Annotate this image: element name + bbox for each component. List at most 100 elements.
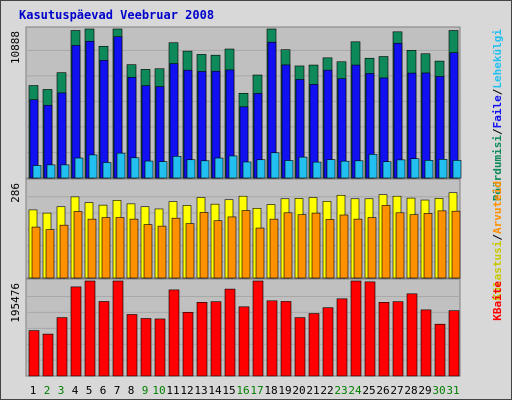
chart-title: Kasutuspäevad Veebruar 2008 (19, 8, 215, 22)
bar-arvuteid-6 (101, 217, 111, 279)
bar-lehekülgi-15 (228, 155, 238, 179)
day-label-12: 12 (180, 384, 193, 397)
bar-arvuteid-1 (31, 226, 41, 279)
day-label-25: 25 (362, 384, 375, 397)
day-label-7: 7 (114, 384, 121, 397)
bar-arvuteid-12 (185, 223, 195, 279)
legend-bottom: KBaite (491, 281, 504, 321)
bar-arvuteid-16 (241, 210, 251, 279)
bar-arvuteid-31 (451, 210, 461, 279)
day-label-8: 8 (128, 384, 135, 397)
day-label-28: 28 (404, 384, 417, 397)
bar-arvuteid-15 (227, 216, 237, 279)
bar-lehekülgi-8 (130, 157, 140, 179)
bar-arvuteid-30 (437, 210, 447, 279)
bar-kbaite-3 (56, 317, 68, 377)
bar-kbaite-30 (434, 323, 446, 377)
bar-arvuteid-26 (381, 205, 391, 279)
bar-arvuteid-25 (367, 217, 377, 279)
day-label-4: 4 (72, 384, 79, 397)
bar-kbaite-2 (42, 333, 54, 377)
legend-entry: Pöördumisi (491, 135, 504, 202)
bar-lehekülgi-16 (242, 161, 252, 179)
bar-faile-6 (99, 60, 109, 179)
bar-lehekülgi-26 (382, 161, 392, 179)
bar-kbaite-7 (112, 280, 124, 377)
bar-kbaite-16 (238, 306, 250, 377)
bar-arvuteid-8 (129, 218, 139, 279)
bar-arvuteid-2 (45, 229, 55, 279)
bar-lehekülgi-2 (46, 164, 56, 179)
bar-arvuteid-7 (115, 217, 125, 279)
day-label-6: 6 (100, 384, 107, 397)
bar-lehekülgi-31 (452, 160, 462, 179)
bar-faile-31 (449, 52, 459, 179)
bar-lehekülgi-12 (186, 159, 196, 179)
axis-max-label-1: 10888 (9, 31, 22, 64)
bar-arvuteid-10 (157, 225, 167, 279)
bar-arvuteid-27 (395, 212, 405, 279)
day-label-16: 16 (236, 384, 249, 397)
day-label-10: 10 (152, 384, 165, 397)
legend-entry: / (491, 234, 504, 241)
bar-lehekülgi-10 (158, 161, 168, 179)
bar-kbaite-24 (350, 280, 362, 377)
day-label-29: 29 (418, 384, 431, 397)
bar-lehekülgi-27 (396, 159, 406, 179)
day-label-19: 19 (278, 384, 291, 397)
bar-kbaite-27 (392, 301, 404, 377)
day-label-23: 23 (334, 384, 347, 397)
bar-arvuteid-14 (213, 220, 223, 279)
bar-kbaite-26 (378, 302, 390, 377)
bar-arvuteid-22 (325, 219, 335, 279)
day-label-20: 20 (292, 384, 305, 397)
bar-lehekülgi-9 (144, 160, 154, 179)
day-label-15: 15 (222, 384, 235, 397)
bar-kbaite-22 (322, 307, 334, 377)
bar-arvuteid-24 (353, 218, 363, 279)
bar-lehekülgi-4 (74, 157, 84, 179)
bar-kbaite-1 (28, 330, 40, 377)
day-label-24: 24 (348, 384, 362, 397)
legend-entry: KBaite (491, 281, 504, 321)
axis-max-label-3: 195476 (9, 283, 22, 323)
bar-kbaite-4 (70, 286, 82, 377)
bar-kbaite-10 (154, 318, 166, 377)
bar-lehekülgi-7 (116, 152, 126, 179)
day-label-11: 11 (166, 384, 179, 397)
bar-arvuteid-29 (423, 213, 433, 279)
bar-kbaite-17 (252, 280, 264, 377)
bar-lehekülgi-1 (32, 165, 42, 179)
day-label-5: 5 (86, 384, 93, 397)
day-label-3: 3 (58, 384, 65, 397)
bar-lehekülgi-25 (368, 154, 378, 179)
day-label-31: 31 (446, 384, 459, 397)
bar-lehekülgi-20 (298, 156, 308, 179)
bar-arvuteid-4 (73, 211, 83, 279)
bar-arvuteid-18 (269, 218, 279, 279)
bar-kbaite-23 (336, 298, 348, 377)
legend-top: Pöördumisi/Faile/Lehekülgi (491, 29, 504, 202)
bar-kbaite-6 (98, 301, 110, 377)
bar-lehekülgi-23 (340, 160, 350, 179)
day-label-22: 22 (320, 384, 333, 397)
day-label-18: 18 (264, 384, 277, 397)
day-label-2: 2 (44, 384, 51, 397)
bar-lehekülgi-3 (60, 164, 70, 179)
bar-lehekülgi-14 (214, 157, 224, 179)
bar-arvuteid-23 (339, 214, 349, 279)
axis-max-label-2: 286 (9, 183, 22, 203)
bar-kbaite-11 (168, 289, 180, 377)
day-label-1: 1 (30, 384, 37, 397)
bar-lehekülgi-11 (172, 156, 182, 179)
bar-kbaite-9 (140, 318, 152, 377)
bar-arvuteid-21 (311, 212, 321, 279)
legend-entry: Faile (491, 95, 504, 128)
bar-kbaite-21 (308, 313, 320, 377)
day-label-9: 9 (142, 384, 149, 397)
day-label-13: 13 (194, 384, 207, 397)
bar-arvuteid-9 (143, 224, 153, 279)
bar-kbaite-29 (420, 309, 432, 377)
bar-kbaite-31 (448, 310, 460, 377)
